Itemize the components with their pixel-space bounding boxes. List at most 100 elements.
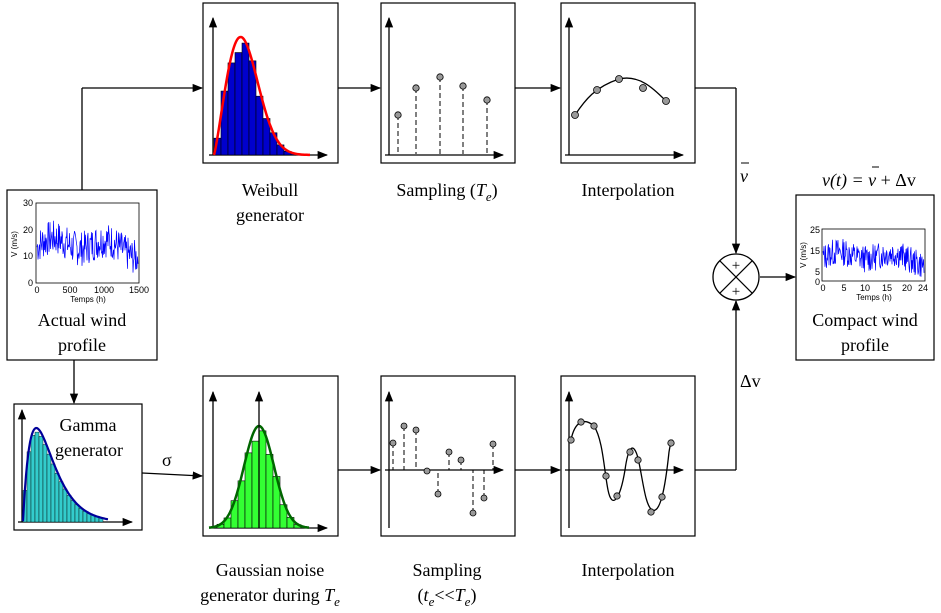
delta-v-label: Δv bbox=[740, 371, 761, 391]
actual-wind-profile-block: 30 20 10 0 0 500 1000 1500 V (m/s) Temps… bbox=[6, 189, 158, 361]
sample-point bbox=[457, 456, 465, 464]
weibull-generator-block bbox=[202, 2, 339, 164]
sample-point bbox=[400, 422, 408, 430]
sum-plus-bottom: + bbox=[732, 284, 740, 300]
interp-bottom-points bbox=[567, 418, 675, 516]
gamma-label-line2: generator bbox=[55, 440, 123, 460]
gamma-curve bbox=[21, 426, 109, 522]
gamma-bar bbox=[66, 495, 72, 523]
weibull-label-line2: generator bbox=[236, 205, 304, 225]
gamma-bar bbox=[70, 500, 76, 523]
interp-point bbox=[571, 111, 579, 119]
interp-top-block bbox=[560, 2, 696, 164]
gaussian-bar bbox=[244, 452, 253, 529]
interp-point bbox=[626, 448, 634, 456]
compact-label-line1: Compact wind bbox=[812, 310, 918, 330]
svg-text:0: 0 bbox=[815, 277, 820, 287]
gaussian-bar bbox=[258, 430, 267, 529]
flow-gamma-to-gaussian bbox=[141, 471, 204, 480]
actual-label-line2: profile bbox=[58, 335, 106, 355]
interp-point bbox=[634, 456, 642, 464]
interp-point bbox=[658, 493, 666, 501]
gamma-bar bbox=[46, 453, 52, 523]
svg-text:0: 0 bbox=[28, 278, 33, 288]
svg-text:30: 30 bbox=[23, 198, 33, 208]
sampling-bottom-label-line1: Sampling bbox=[412, 560, 481, 580]
compact-plot-yticks: 25 15 5 0 bbox=[810, 225, 820, 287]
sample-point bbox=[489, 440, 497, 448]
sample-point bbox=[394, 111, 402, 119]
sampling-bottom-label-line2: (te<<Te) bbox=[418, 585, 477, 609]
equation: v(t) = v + Δv bbox=[822, 166, 916, 191]
gamma-bar bbox=[42, 444, 48, 523]
compact-wind-signal bbox=[822, 238, 925, 277]
compact-label-line2: profile bbox=[841, 335, 889, 355]
gamma-label-line1: Gamma bbox=[60, 415, 117, 435]
actual-wind-signal bbox=[36, 220, 139, 273]
actual-plot-xlabel: Temps (h) bbox=[70, 295, 106, 304]
gamma-bar bbox=[58, 481, 64, 523]
sample-point bbox=[412, 426, 420, 434]
weibull-bar bbox=[241, 42, 250, 156]
sum-plus-top: + bbox=[732, 258, 740, 274]
interp-point bbox=[577, 418, 585, 426]
actual-label-line1: Actual wind bbox=[38, 310, 126, 330]
interp-top-label: Interpolation bbox=[582, 180, 675, 200]
svg-text:5: 5 bbox=[815, 267, 820, 277]
sampling-bottom-stems bbox=[389, 422, 497, 517]
sampling-top-stems bbox=[394, 73, 491, 154]
sample-point bbox=[483, 96, 491, 104]
flow-connections bbox=[69, 83, 797, 480]
svg-text:5: 5 bbox=[841, 283, 846, 293]
gaussian-label-line1: Gaussian noise bbox=[216, 560, 324, 580]
sample-point bbox=[423, 467, 431, 475]
svg-text:15: 15 bbox=[882, 283, 892, 293]
sampling-top-block bbox=[380, 2, 516, 164]
svg-text:0: 0 bbox=[34, 285, 39, 295]
gamma-bar bbox=[54, 473, 60, 523]
weibull-bar bbox=[255, 95, 264, 156]
svg-text:500: 500 bbox=[62, 285, 77, 295]
weibull-label-line1: Weibull bbox=[242, 180, 299, 200]
svg-text:15: 15 bbox=[810, 246, 820, 256]
interp-top-points bbox=[571, 75, 670, 119]
sample-point bbox=[445, 448, 453, 456]
sample-point bbox=[389, 439, 397, 447]
interp-bottom-label: Interpolation bbox=[582, 560, 675, 580]
compact-plot-xlabel: Temps (h) bbox=[856, 293, 892, 302]
interp-point bbox=[593, 86, 601, 94]
compact-plot-ylabel: V (m/s) bbox=[799, 242, 808, 268]
weibull-bar bbox=[227, 62, 236, 156]
sample-point bbox=[480, 494, 488, 502]
gamma-bar bbox=[38, 436, 44, 523]
sample-point bbox=[434, 490, 442, 498]
svg-text:0: 0 bbox=[820, 283, 825, 293]
svg-text:v: v bbox=[740, 166, 748, 186]
gamma-bar bbox=[78, 508, 84, 523]
weibull-curve bbox=[212, 35, 310, 157]
interp-point bbox=[647, 508, 655, 516]
actual-plot-yticks: 30 20 10 0 bbox=[23, 198, 33, 288]
gaussian-generator-block bbox=[202, 375, 339, 537]
sample-point bbox=[469, 509, 477, 517]
svg-text:24: 24 bbox=[918, 283, 928, 293]
sample-point bbox=[436, 73, 444, 81]
svg-text:10: 10 bbox=[23, 251, 33, 261]
compact-plot-xticks: 0 5 10 15 20 24 bbox=[820, 283, 928, 293]
gamma-bar bbox=[30, 435, 36, 523]
sigma-label: σ bbox=[162, 450, 172, 470]
gamma-bar bbox=[74, 504, 80, 523]
svg-text:10: 10 bbox=[860, 283, 870, 293]
svg-text:20: 20 bbox=[902, 283, 912, 293]
sample-point bbox=[412, 84, 420, 92]
summing-junction: + + bbox=[712, 253, 760, 301]
interp-point bbox=[667, 439, 675, 447]
gamma-generator-block: Gamma generator bbox=[13, 403, 143, 531]
gaussian-label-line2: generator during Te bbox=[200, 585, 340, 609]
weibull-bar bbox=[234, 52, 243, 156]
svg-text:1000: 1000 bbox=[94, 285, 114, 295]
interp-bottom-block bbox=[560, 375, 696, 537]
svg-text:1500: 1500 bbox=[129, 285, 149, 295]
gaussian-bar bbox=[265, 454, 274, 529]
